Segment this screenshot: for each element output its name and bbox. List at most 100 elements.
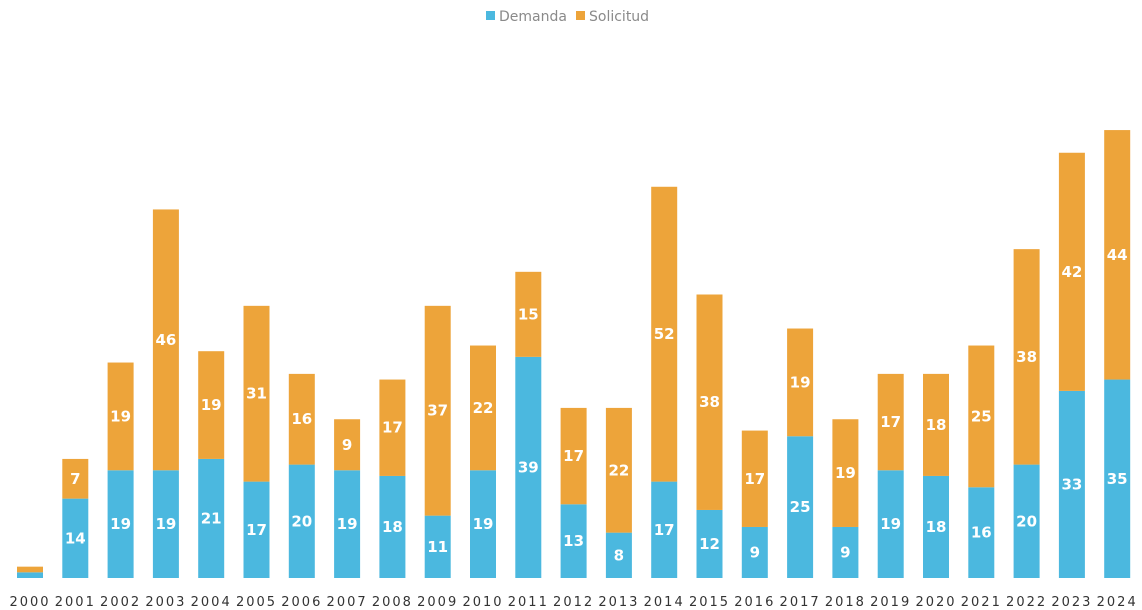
data-label-demanda-2009: 11	[427, 538, 448, 556]
data-label-demanda-2023: 33	[1061, 475, 1082, 493]
data-label-demanda-2017: 25	[790, 498, 811, 516]
bar-solicitud-2018	[832, 419, 859, 527]
bar-demanda-2017	[787, 436, 814, 578]
x-tick-label-2020: 2020	[915, 595, 956, 610]
data-label-demanda-2013: 8	[614, 546, 624, 564]
legend-swatch-solicitud	[576, 11, 585, 20]
x-tick-label-2011: 2011	[508, 595, 549, 610]
bar-demanda-2008	[379, 475, 406, 578]
x-tick-label-2004: 2004	[191, 595, 232, 610]
bar-demanda-2021	[968, 487, 995, 578]
bar-solicitud-2003	[152, 209, 179, 471]
data-label-solicitud-2022: 38	[1016, 348, 1037, 366]
x-tick-label-2007: 2007	[327, 595, 368, 610]
bar-solicitud-2014	[651, 186, 678, 482]
data-label-demanda-2010: 19	[473, 515, 494, 533]
x-tick-label-2022: 2022	[1006, 595, 1047, 610]
bar-solicitud-2007	[334, 419, 361, 471]
data-label-demanda-2020: 18	[926, 518, 947, 536]
x-tick-label-2013: 2013	[598, 595, 639, 610]
bar-solicitud-2002	[107, 362, 134, 471]
bar-demanda-2004	[198, 458, 225, 578]
bar-solicitud-2006	[288, 373, 315, 465]
bar-solicitud-2017	[787, 328, 814, 437]
bar-solicitud-2005	[243, 305, 270, 482]
legend: Demanda Solicitud	[486, 9, 649, 25]
data-label-solicitud-2024: 44	[1107, 246, 1128, 264]
bar-demanda-2012	[560, 504, 587, 578]
x-tick-label-2006: 2006	[281, 595, 322, 610]
x-tick-label-2016: 2016	[734, 595, 775, 610]
bar-demanda-2002	[107, 470, 134, 578]
bar-demanda-2022	[1013, 464, 1040, 578]
data-label-solicitud-2013: 22	[608, 461, 629, 479]
x-tick-label-2014: 2014	[644, 595, 685, 610]
bar-demanda-2024	[1104, 379, 1131, 578]
x-axis-ticks: 2000 2001 2002 2003 2004 2005 2006 2007 2008 2009…	[9, 595, 1138, 610]
data-label-demanda-2019: 19	[880, 515, 901, 533]
bar-solicitud-2004	[198, 351, 225, 459]
bar-solicitud-2021	[968, 345, 995, 488]
data-label-solicitud-2004: 19	[201, 396, 222, 414]
x-tick-label-2008: 2008	[372, 595, 413, 610]
data-label-demanda-2005: 17	[246, 521, 267, 539]
data-label-demanda-2011: 39	[518, 458, 539, 476]
data-label-demanda-2015: 12	[699, 535, 720, 553]
data-label-solicitud-2003: 46	[155, 331, 176, 349]
bar-solicitud-2023	[1058, 152, 1085, 391]
bar-solicitud-2013	[605, 407, 632, 533]
bars-group: 14 7 19 19 19 46 21 19 17 31 20 16 19 9 18 17 11 37 19 22 39…	[17, 130, 1131, 578]
data-label-solicitud-2011: 15	[518, 305, 539, 323]
data-label-demanda-2018: 9	[840, 543, 850, 561]
bar-demanda-2011	[515, 356, 542, 578]
data-label-solicitud-2001: 7	[70, 470, 80, 488]
bar-solicitud-2019	[877, 373, 904, 471]
x-tick-label-2001: 2001	[55, 595, 96, 610]
bar-demanda-2020	[923, 475, 949, 578]
data-label-solicitud-2023: 42	[1061, 263, 1082, 281]
data-label-solicitud-2017: 19	[790, 373, 811, 391]
bar-demanda-2001	[62, 498, 89, 578]
data-label-solicitud-2020: 18	[926, 416, 947, 434]
bar-solicitud-2016	[741, 430, 768, 527]
bar-solicitud-2011	[515, 271, 542, 357]
x-tick-label-2023: 2023	[1051, 595, 1092, 610]
data-label-solicitud-2010: 22	[473, 399, 494, 417]
data-label-solicitud-2007: 9	[342, 436, 352, 454]
bar-solicitud-2009	[424, 305, 451, 516]
data-label-solicitud-2019: 17	[880, 413, 901, 431]
bar-demanda-2005	[243, 481, 270, 578]
x-tick-label-2002: 2002	[100, 595, 141, 610]
data-label-demanda-2007: 19	[337, 515, 358, 533]
data-label-demanda-2001: 14	[65, 529, 86, 547]
data-label-solicitud-2018: 19	[835, 464, 856, 482]
x-tick-label-2018: 2018	[825, 595, 866, 610]
x-tick-label-2005: 2005	[236, 595, 277, 610]
data-label-demanda-2014: 17	[654, 521, 675, 539]
data-label-solicitud-2015: 38	[699, 393, 720, 411]
x-tick-label-2021: 2021	[961, 595, 1002, 610]
data-label-demanda-2003: 19	[155, 515, 176, 533]
data-label-solicitud-2016: 17	[744, 470, 765, 488]
bar-solicitud-2010	[470, 345, 496, 471]
x-tick-label-2024: 2024	[1097, 595, 1138, 610]
bar-demanda-2000	[17, 572, 43, 578]
data-label-solicitud-2005: 31	[246, 385, 267, 403]
bar-demanda-2023	[1058, 390, 1085, 578]
bar-solicitud-2024	[1104, 130, 1131, 380]
x-tick-label-2000: 2000	[9, 595, 50, 610]
data-label-solicitud-2012: 17	[563, 447, 584, 465]
x-tick-label-2012: 2012	[553, 595, 594, 610]
data-label-solicitud-2002: 19	[110, 407, 131, 425]
bar-demanda-2009	[424, 515, 451, 578]
legend-swatch-demanda	[486, 11, 495, 20]
x-tick-label-2009: 2009	[417, 595, 458, 610]
data-label-demanda-2002: 19	[110, 515, 131, 533]
data-label-demanda-2012: 13	[563, 532, 584, 550]
bar-demanda-2018	[832, 526, 859, 578]
data-label-demanda-2024: 35	[1107, 470, 1128, 488]
data-label-demanda-2006: 20	[291, 512, 312, 530]
bar-solicitud-2008	[379, 379, 406, 476]
bar-demanda-2010	[470, 470, 496, 578]
